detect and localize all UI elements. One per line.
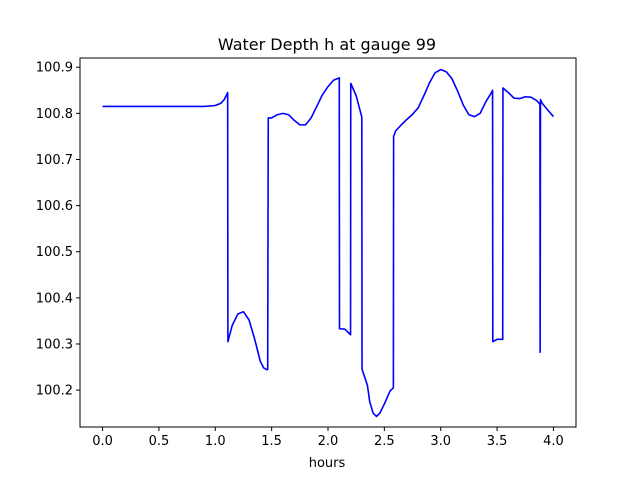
chart-title: Water Depth h at gauge 99	[218, 35, 436, 54]
x-tick-label: 2.0	[318, 434, 339, 449]
x-tick-label: 3.5	[487, 434, 508, 449]
x-tick-label: 3.0	[430, 434, 451, 449]
x-tick-label: 4.0	[543, 434, 564, 449]
x-tick-label: 1.5	[261, 434, 282, 449]
axes-frame	[79, 57, 577, 428]
y-tick-label: 100.3	[36, 337, 73, 352]
y-tick-label: 100.7	[36, 153, 73, 168]
y-tick-label: 100.5	[36, 245, 73, 260]
x-tick-label: 0.5	[149, 434, 170, 449]
x-tick-label: 0.0	[92, 434, 113, 449]
y-tick-label: 100.4	[36, 291, 73, 306]
x-axis-label: hours	[309, 456, 346, 471]
y-tick-label: 100.8	[36, 107, 73, 122]
y-tick-label: 100.6	[36, 199, 73, 214]
plot-area: 0.0 0.5 1.0 1.5 2.0 2.5 3.0 3.5 4.0 100.2 100.3 100…	[36, 57, 577, 449]
x-tick-label: 2.5	[374, 434, 395, 449]
y-tick-label: 100.2	[36, 384, 73, 399]
series-line-1	[102, 68, 555, 418]
y-tick-label: 100.9	[36, 61, 73, 76]
x-tick-label: 1.0	[205, 434, 226, 449]
